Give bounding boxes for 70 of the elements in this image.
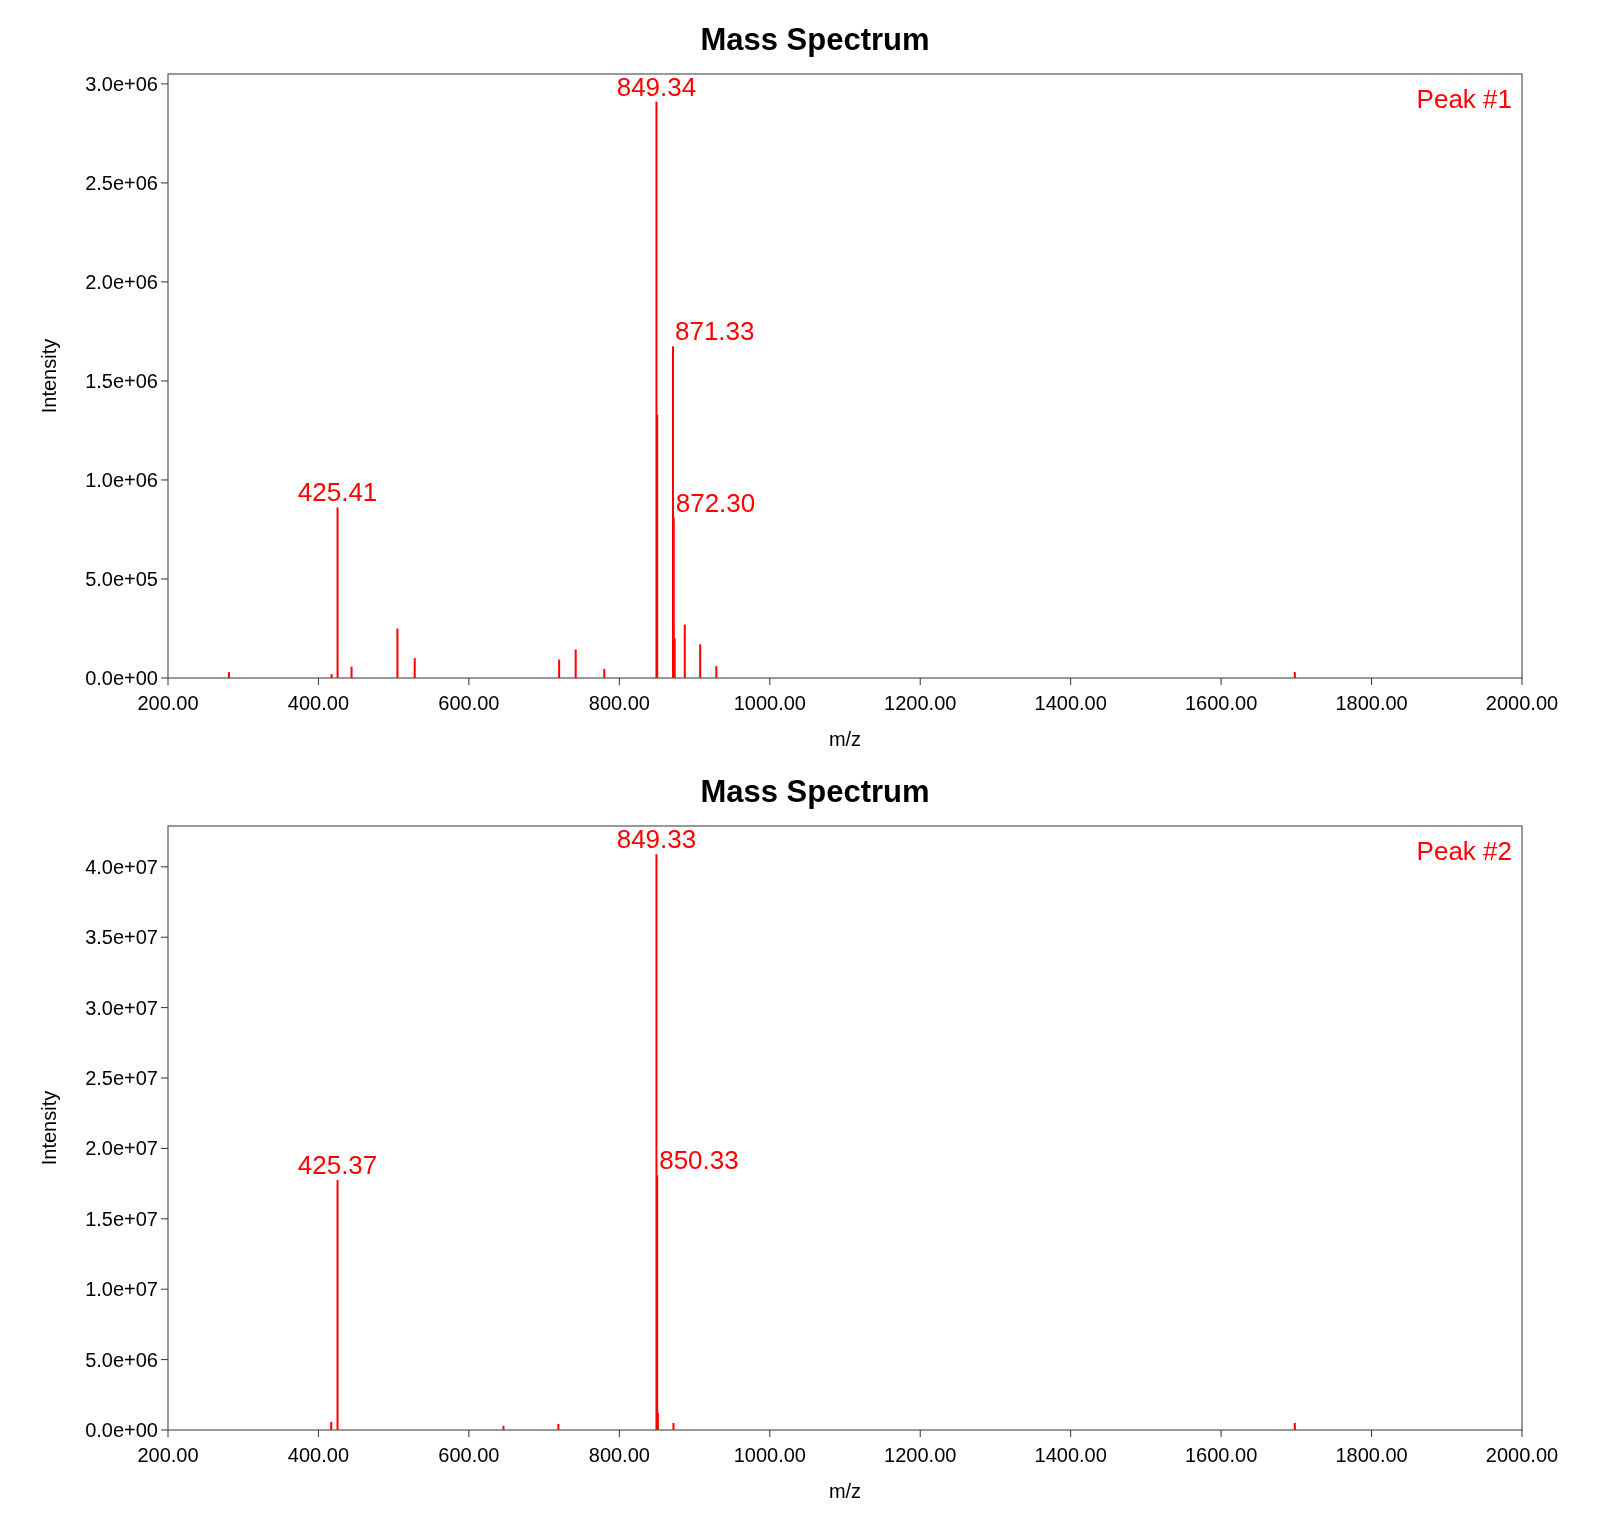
bar (557, 1423, 560, 1430)
bar (715, 666, 718, 678)
bar (502, 1425, 505, 1430)
y-tick-label: 0.0e+00 (85, 1419, 158, 1441)
annotation: 849.33 (616, 824, 697, 855)
annotation: 425.41 (297, 477, 378, 508)
bar (350, 666, 353, 678)
y-tick-label: 4.0e+07 (85, 855, 158, 878)
annotation: Peak #2 (1416, 836, 1512, 866)
x-tick-label: 1600.00 (1184, 1444, 1258, 1466)
annotation: 872.30 (675, 487, 756, 518)
x-tick-label: 200.00 (137, 1444, 199, 1466)
y-tick-label: 1.5e+07 (85, 1207, 158, 1230)
x-tick-label: 1800.00 (1335, 692, 1408, 714)
y-tick-label: 2.0e+07 (85, 1137, 158, 1160)
x-tick-label: 1200.00 (884, 1444, 957, 1466)
y-axis-title: Intensity (38, 1090, 60, 1166)
x-tick-label: 400.00 (287, 692, 350, 714)
y-tick-label: 5.0e+05 (85, 567, 158, 590)
y-tick-label: 0.0e+00 (85, 667, 158, 689)
y-tick-label: 2.5e+07 (85, 1067, 158, 1090)
x-axis-title: m/z (828, 1480, 862, 1502)
y-tick-label: 1.0e+06 (85, 468, 158, 491)
bar (558, 659, 561, 678)
x-tick-label: 600.00 (438, 1444, 500, 1466)
bar (672, 1422, 675, 1430)
x-tick-label: 1600.00 (1184, 692, 1258, 714)
annotation: 871.33 (674, 316, 755, 347)
y-tick-label: 1.0e+07 (85, 1278, 158, 1301)
x-tick-label: 1200.00 (884, 692, 957, 714)
y-tick-label: 3.5e+07 (85, 926, 158, 949)
bar (396, 628, 399, 678)
y-tick-label: 2.5e+06 (85, 171, 158, 194)
x-tick-label: 2000.00 (1485, 1444, 1559, 1466)
bar (683, 624, 686, 678)
x-tick-label: 2000.00 (1485, 692, 1559, 714)
annotation: Peak #1 (1416, 84, 1512, 114)
y-tick-label: 3.0e+06 (85, 72, 158, 95)
x-tick-label: 200.00 (137, 692, 199, 714)
x-tick-label: 1800.00 (1335, 1444, 1408, 1466)
x-tick-label: 1400.00 (1034, 1444, 1107, 1466)
y-tick-label: 1.5e+06 (85, 369, 158, 392)
chart-title: Mass Spectrum (700, 22, 930, 57)
bar (330, 1421, 333, 1430)
x-tick-label: 1400.00 (1034, 692, 1107, 714)
x-axis-title: m/z (828, 728, 862, 750)
y-tick-label: 2.0e+06 (85, 270, 158, 293)
y-axis-title: Intensity (38, 338, 60, 414)
annotation: 425.37 (297, 1150, 378, 1181)
bar (1293, 672, 1296, 678)
bar (330, 674, 333, 678)
x-tick-label: 800.00 (588, 1444, 650, 1466)
y-tick-label: 3.0e+07 (85, 996, 158, 1019)
x-tick-label: 800.00 (588, 692, 650, 714)
annotation: 849.34 (616, 71, 697, 102)
chart-title: Mass Spectrum (700, 774, 930, 809)
x-tick-label: 600.00 (438, 692, 500, 714)
bar (1293, 1422, 1296, 1430)
bar (603, 668, 606, 678)
x-tick-label: 1000.00 (733, 692, 806, 714)
y-tick-label: 5.0e+06 (85, 1348, 158, 1371)
x-tick-label: 400.00 (287, 1444, 350, 1466)
bar (413, 658, 416, 678)
bar (336, 1180, 339, 1430)
annotation: 850.33 (659, 1145, 739, 1176)
bar (336, 507, 339, 678)
x-tick-label: 1000.00 (733, 1444, 806, 1466)
bar (574, 649, 577, 678)
bar (227, 672, 230, 678)
bar (699, 644, 702, 678)
